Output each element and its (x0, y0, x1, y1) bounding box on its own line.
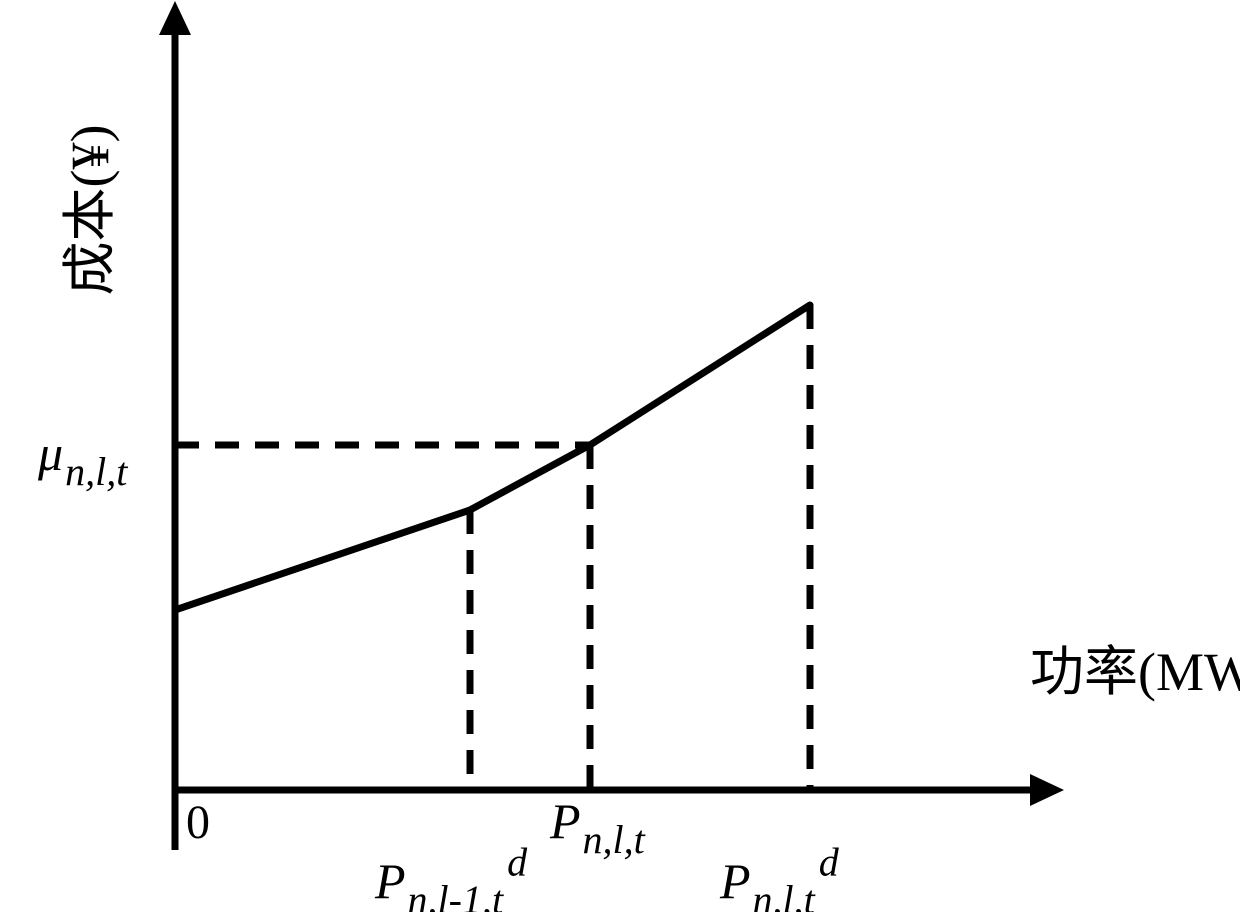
y-axis-arrow (159, 1, 191, 35)
mu-label: μn,l,t (37, 425, 128, 494)
piecewise-cost-chart: 成本(¥) 功率(MW) 0 μn,l,t Pn,l,t Pn,l-1,td Pn,l,td (0, 0, 1240, 912)
p-left-d-label: Pn,l-1,td (374, 840, 528, 912)
p-right-d-label: Pn,l,td (719, 840, 840, 912)
x-axis-arrow (1030, 774, 1064, 806)
p-mid-label: Pn,l,t (549, 793, 646, 862)
x-axis-label: 功率(MW) (1030, 642, 1240, 702)
cost-curve (175, 305, 810, 610)
y-axis-label: 成本(¥) (60, 125, 120, 296)
origin-label: 0 (186, 796, 210, 849)
